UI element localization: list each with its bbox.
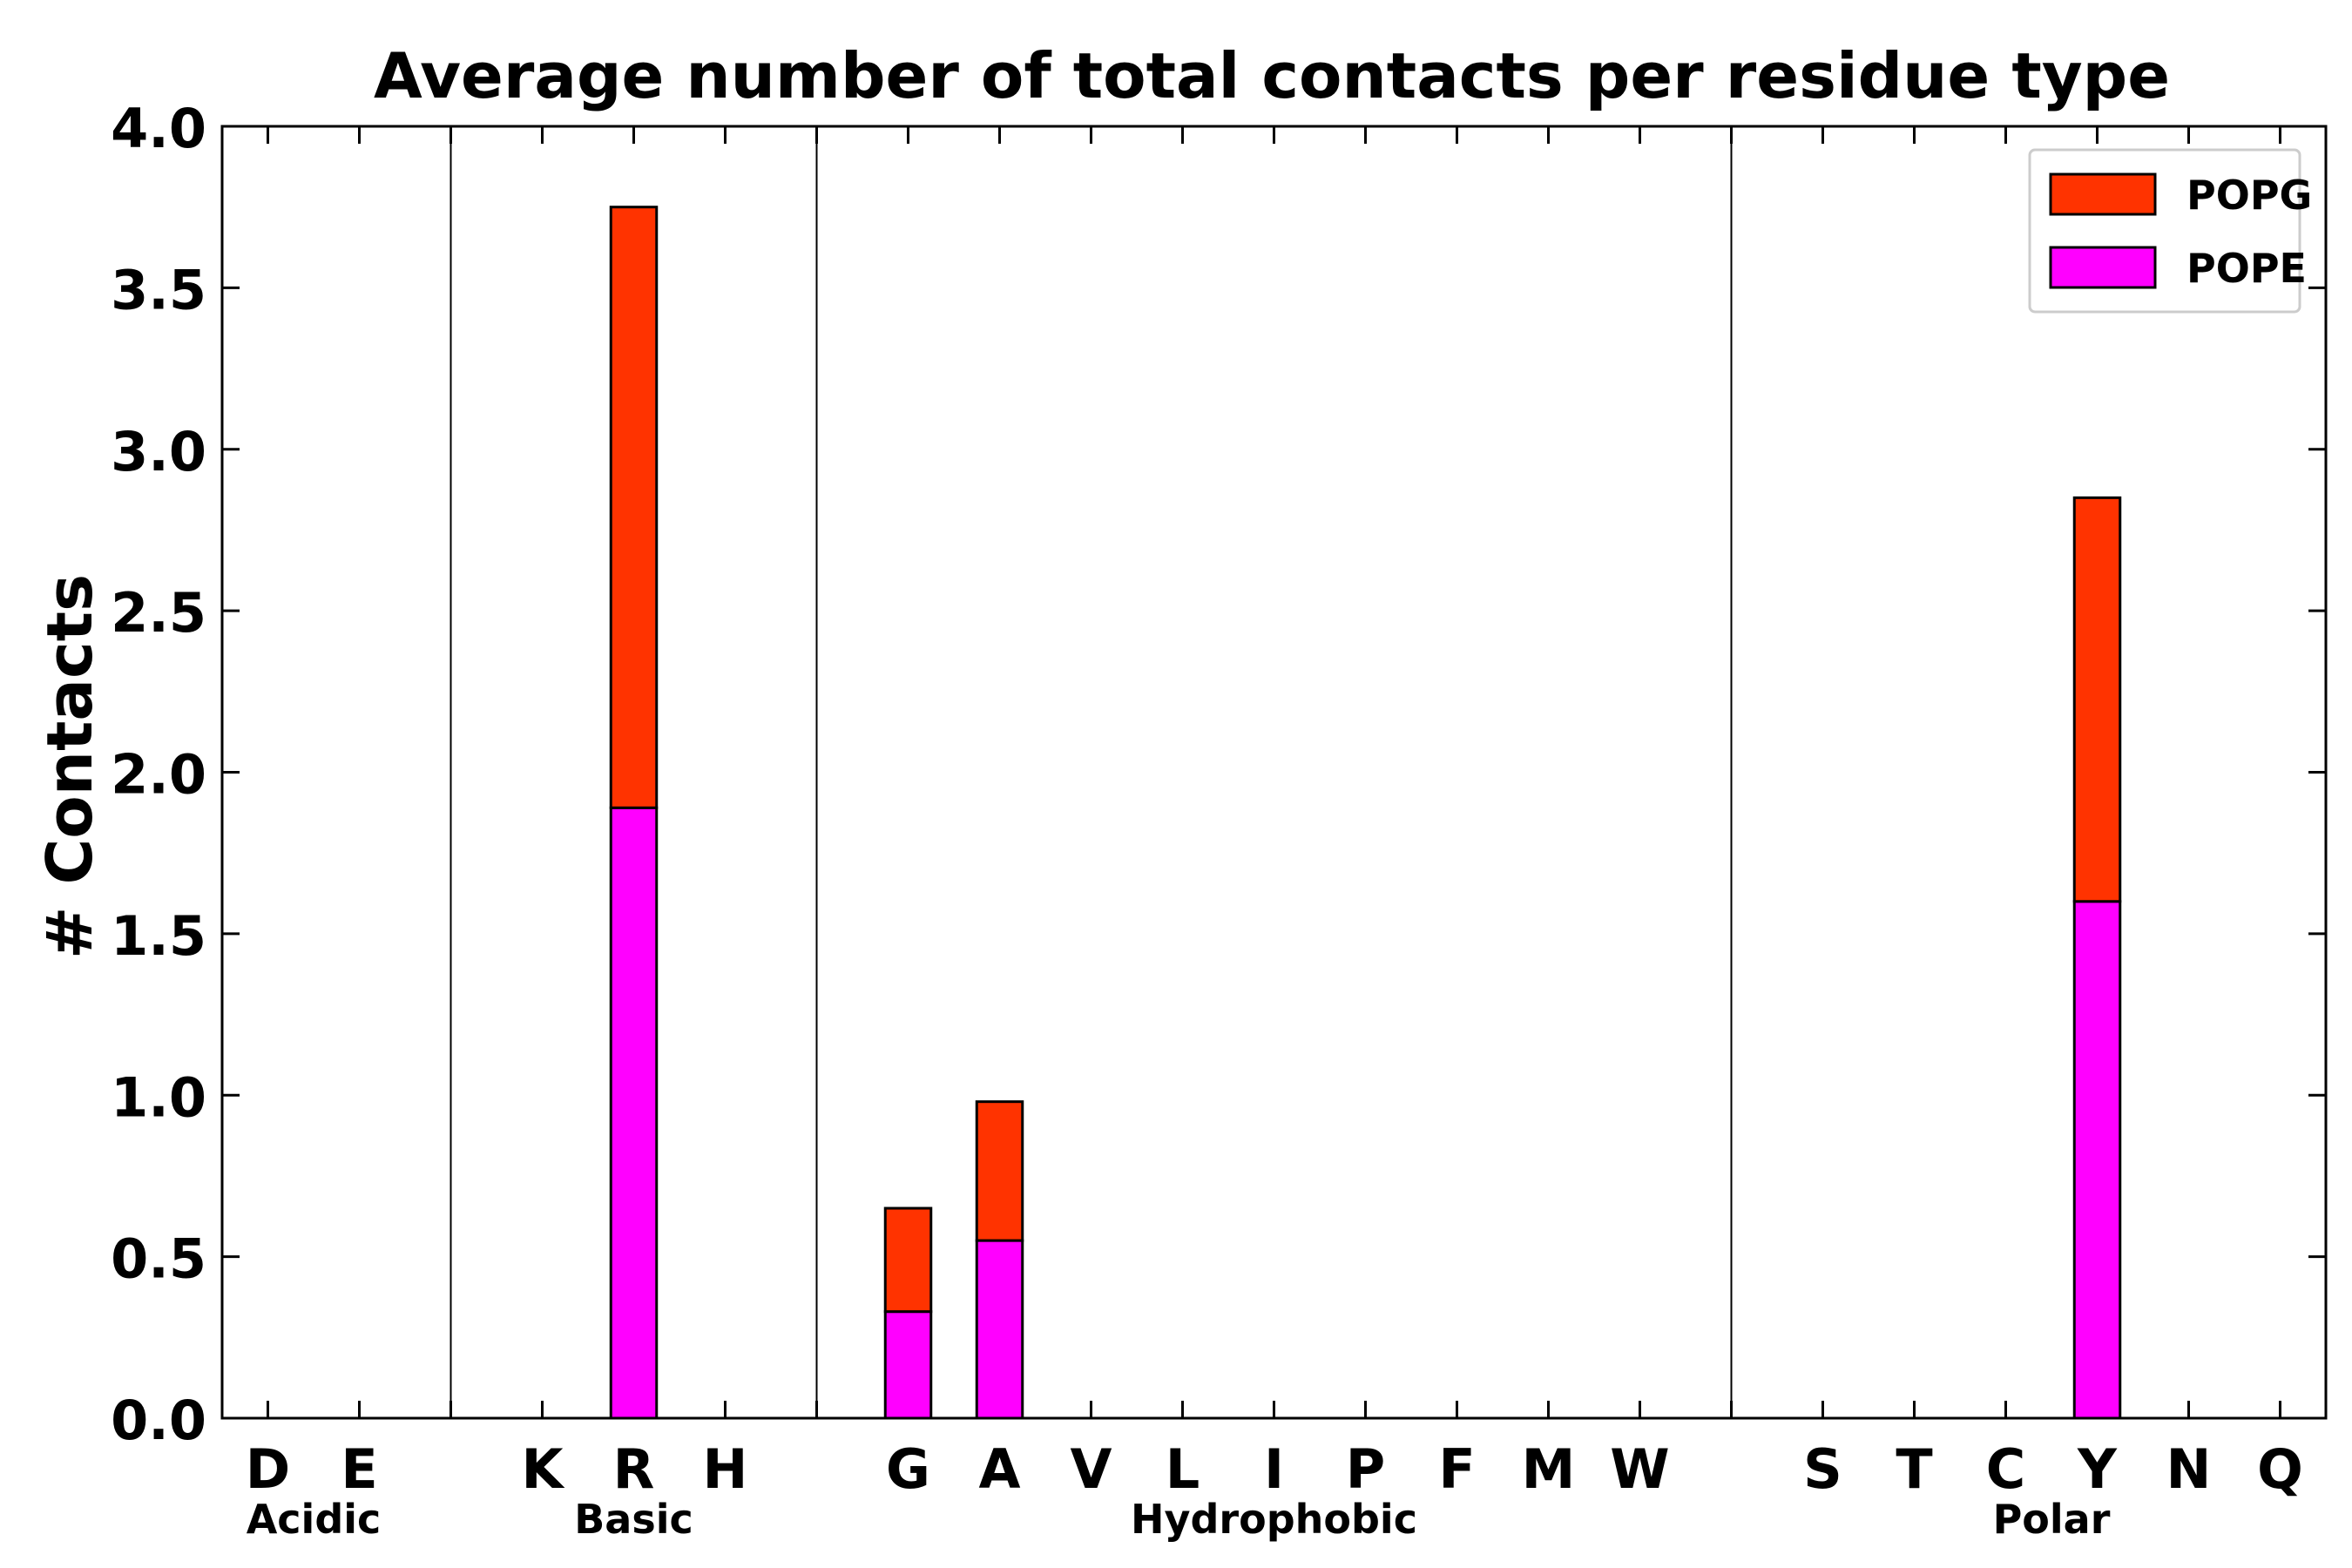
x-tick-label: V xyxy=(1071,1437,1112,1501)
chart-title: Average number of total contacts per res… xyxy=(374,39,2170,112)
bar-popg xyxy=(975,1100,1024,1242)
x-tick-label: D xyxy=(246,1437,290,1501)
bar-pope xyxy=(975,1239,1024,1420)
group-label: Polar xyxy=(1993,1496,2111,1543)
legend-label: POPE xyxy=(2186,245,2307,292)
bar-pope xyxy=(2072,900,2122,1420)
axes-frame xyxy=(220,125,2328,1420)
y-tick-label: 2.0 xyxy=(111,743,206,807)
x-tick-label: W xyxy=(1610,1437,1669,1501)
x-tick-label: S xyxy=(1803,1437,1842,1501)
legend-swatch xyxy=(2049,172,2157,216)
x-tick-label: M xyxy=(1522,1437,1576,1501)
group-label: Acidic xyxy=(247,1496,382,1543)
x-tick-label: C xyxy=(1986,1437,2026,1501)
x-tick-label: A xyxy=(979,1437,1021,1501)
x-tick-label: N xyxy=(2166,1437,2212,1501)
legend-label: POPG xyxy=(2186,172,2312,219)
bar-pope xyxy=(609,806,659,1420)
x-tick-label: R xyxy=(613,1437,655,1501)
bar-pope xyxy=(883,1310,933,1420)
y-tick-label: 4.0 xyxy=(111,97,206,160)
x-tick-label: P xyxy=(1346,1437,1385,1501)
x-tick-label: I xyxy=(1264,1437,1284,1501)
y-tick-label: 0.5 xyxy=(111,1227,206,1291)
group-label: Hydrophobic xyxy=(1131,1496,1417,1543)
legend-swatch xyxy=(2049,246,2157,289)
y-tick-label: 0.0 xyxy=(111,1389,206,1452)
x-tick-label: E xyxy=(341,1437,377,1501)
y-tick-label: 3.0 xyxy=(111,420,206,483)
x-tick-label: K xyxy=(521,1437,564,1501)
bar-popg xyxy=(2072,496,2122,903)
x-tick-label: H xyxy=(703,1437,748,1501)
y-tick-label: 3.5 xyxy=(111,258,206,321)
x-tick-label: G xyxy=(886,1437,930,1501)
plot-area: 0.0 0.5 1.0 1.5 2.0 2.5 3.0 3.5 4.0 D E K R H G A V L I P F M… xyxy=(111,97,2328,1543)
legend: POPG POPE xyxy=(2028,148,2312,314)
y-tick-label: 1.5 xyxy=(111,904,206,968)
y-tick-label: 1.0 xyxy=(111,1065,206,1129)
x-tick-label: T xyxy=(1896,1437,1932,1501)
x-tick-label: Q xyxy=(2257,1437,2303,1501)
x-tick-label: F xyxy=(1438,1437,1475,1501)
bar-popg xyxy=(609,206,659,809)
group-label: Basic xyxy=(574,1496,693,1543)
y-tick-label: 2.5 xyxy=(111,581,206,645)
x-tick-label: L xyxy=(1166,1437,1200,1501)
x-tick-label: Y xyxy=(2077,1437,2118,1501)
y-axis-label: # Contacts xyxy=(33,574,106,959)
bar-popg xyxy=(883,1206,933,1314)
